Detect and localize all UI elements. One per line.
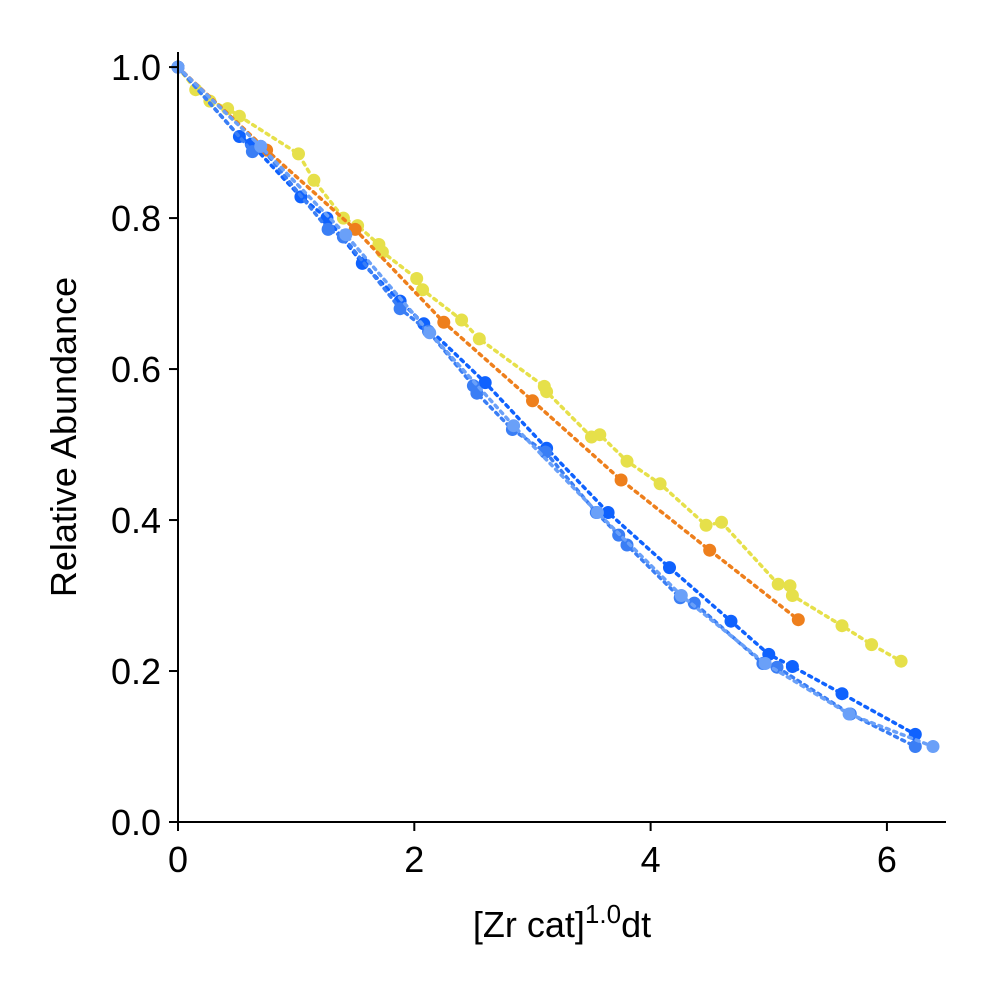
y-tick-label: 0.6 bbox=[111, 349, 161, 390]
data-point bbox=[785, 589, 799, 602]
series-line-5 bbox=[176, 65, 935, 749]
data-point bbox=[593, 428, 607, 442]
y-tick-label: 1.0 bbox=[111, 47, 161, 88]
data-point bbox=[601, 506, 615, 519]
data-point bbox=[472, 332, 486, 346]
y-tick-label: 0.8 bbox=[111, 198, 161, 239]
data-point bbox=[526, 394, 539, 408]
data-point bbox=[620, 454, 634, 468]
data-point bbox=[614, 473, 628, 487]
data-point bbox=[687, 596, 701, 610]
x-tick-label: 0 bbox=[168, 839, 188, 880]
series-layer bbox=[171, 60, 940, 753]
data-point bbox=[507, 419, 521, 433]
data-point bbox=[791, 613, 805, 627]
y-tick-label: 0.2 bbox=[111, 651, 161, 692]
data-point bbox=[771, 577, 785, 591]
data-point bbox=[674, 589, 688, 602]
data-point bbox=[894, 654, 908, 668]
data-point bbox=[699, 518, 713, 532]
data-point bbox=[785, 660, 799, 673]
y-axis-label: Relative Abundance bbox=[43, 277, 84, 597]
data-point bbox=[724, 614, 738, 628]
data-point bbox=[842, 707, 856, 721]
x-tick-label: 2 bbox=[404, 839, 424, 880]
data-point bbox=[835, 619, 849, 633]
x-axis-label-tail: dt bbox=[621, 904, 651, 945]
series-line-3 bbox=[176, 65, 918, 737]
x-tick-label: 4 bbox=[641, 839, 661, 880]
data-point bbox=[254, 139, 268, 153]
data-point bbox=[590, 506, 604, 519]
data-point bbox=[321, 222, 335, 236]
series-line-2 bbox=[176, 65, 801, 622]
data-point bbox=[416, 283, 430, 297]
data-point bbox=[835, 687, 849, 701]
data-point bbox=[232, 109, 246, 123]
data-point bbox=[410, 272, 424, 285]
data-point bbox=[339, 228, 353, 242]
data-point bbox=[423, 326, 437, 340]
data-point bbox=[455, 313, 469, 327]
series-1 bbox=[171, 60, 908, 668]
series-5 bbox=[171, 60, 940, 753]
data-point bbox=[758, 657, 772, 670]
data-point bbox=[478, 376, 492, 390]
x-axis-label-base: [Zr cat] bbox=[473, 904, 585, 945]
data-point bbox=[908, 740, 922, 753]
data-point bbox=[653, 477, 667, 491]
x-axis-label-exponent: 1.0 bbox=[585, 899, 621, 929]
x-axis-label: [Zr cat]1.0dt bbox=[473, 899, 651, 945]
data-point bbox=[865, 638, 879, 652]
y-tick-label: 0.0 bbox=[111, 802, 161, 843]
tick-layer: 0 2 4 6 0.0 0.2 0.4 0.6 0.8 1.0 bbox=[111, 47, 897, 880]
data-point bbox=[540, 385, 554, 399]
data-point bbox=[620, 538, 634, 552]
data-point bbox=[663, 561, 676, 575]
data-point bbox=[307, 173, 321, 187]
series-line-1 bbox=[176, 65, 903, 663]
data-point bbox=[437, 315, 451, 329]
data-point bbox=[393, 302, 407, 316]
data-point bbox=[926, 740, 940, 753]
data-point bbox=[292, 147, 305, 161]
series-3 bbox=[171, 60, 922, 741]
data-point bbox=[320, 211, 334, 225]
data-point bbox=[703, 543, 717, 557]
data-point bbox=[783, 579, 797, 593]
x-tick-label: 6 bbox=[877, 839, 897, 880]
data-point bbox=[715, 515, 728, 529]
y-tick-label: 0.4 bbox=[111, 500, 161, 541]
